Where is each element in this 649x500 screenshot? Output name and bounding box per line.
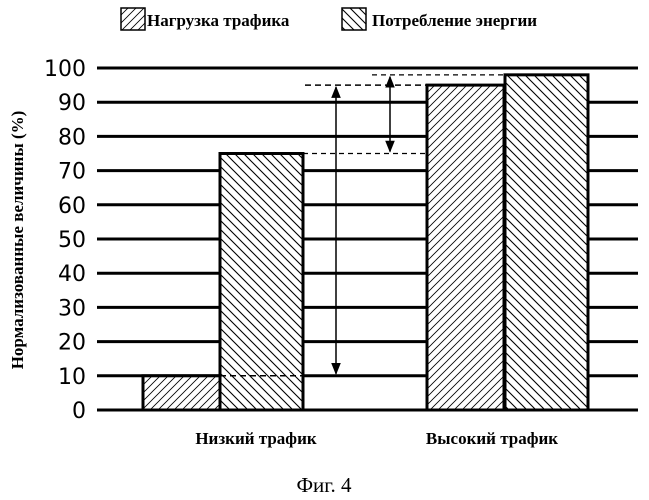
- x-tick-labels: Низкий трафик Высокий трафик: [195, 429, 558, 448]
- y-tick-label-0: 0: [72, 399, 86, 424]
- figure-caption: Фиг. 4: [296, 473, 352, 497]
- y-tick-label-60: 60: [58, 194, 86, 219]
- y-axis-label: Нормализованные величины (%): [8, 111, 27, 370]
- x-tick-label-low: Низкий трафик: [195, 429, 317, 448]
- y-tick-label-70: 70: [58, 160, 86, 185]
- y-tick-label-90: 90: [58, 91, 86, 116]
- bar-low-energy: [218, 152, 305, 412]
- legend-swatch-energy: [341, 7, 367, 31]
- bar-high-traffic-load: [425, 83, 506, 412]
- legend-label-energy: Потребление энергии: [372, 11, 537, 30]
- y-tick-label-30: 30: [58, 296, 86, 321]
- y-tick-label-80: 80: [58, 125, 86, 150]
- legend-swatch-traffic-load: [120, 7, 146, 31]
- y-tick-label-10: 10: [58, 365, 86, 390]
- legend: Нагрузка трафика Потребление энергии: [120, 7, 537, 31]
- y-tick-label-40: 40: [58, 262, 86, 287]
- legend-label-traffic-load: Нагрузка трафика: [147, 11, 290, 30]
- y-tick-label-100: 100: [44, 57, 86, 82]
- y-tick-labels: 0 10 20 30 40 50 60 70 80 90 100: [44, 57, 86, 424]
- annotations: [220, 74, 505, 377]
- y-tick-label-50: 50: [58, 228, 86, 253]
- bar-high-energy: [503, 73, 590, 412]
- bars: [141, 73, 590, 412]
- x-tick-label-high: Высокий трафик: [426, 429, 558, 448]
- bar-low-traffic-load: [141, 374, 222, 412]
- y-tick-label-20: 20: [58, 331, 86, 356]
